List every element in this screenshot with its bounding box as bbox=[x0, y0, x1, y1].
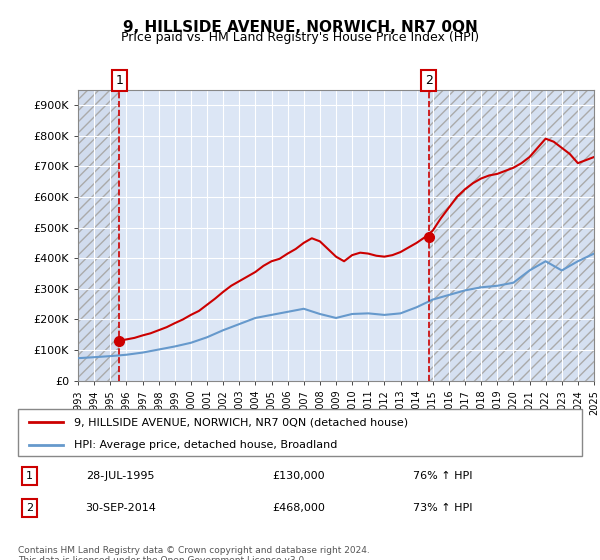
FancyBboxPatch shape bbox=[18, 409, 582, 456]
Text: 9, HILLSIDE AVENUE, NORWICH, NR7 0QN: 9, HILLSIDE AVENUE, NORWICH, NR7 0QN bbox=[122, 20, 478, 35]
Bar bbox=[429, 90, 594, 381]
Bar bbox=[78, 90, 119, 381]
Text: 2: 2 bbox=[26, 503, 33, 514]
Text: 28-JUL-1995: 28-JUL-1995 bbox=[86, 471, 154, 481]
Bar bbox=[429, 90, 594, 381]
Text: 30-SEP-2014: 30-SEP-2014 bbox=[86, 503, 157, 514]
Text: Price paid vs. HM Land Registry's House Price Index (HPI): Price paid vs. HM Land Registry's House … bbox=[121, 31, 479, 44]
Text: HPI: Average price, detached house, Broadland: HPI: Average price, detached house, Broa… bbox=[74, 440, 338, 450]
Text: 76% ↑ HPI: 76% ↑ HPI bbox=[413, 471, 472, 481]
Bar bbox=[78, 90, 119, 381]
Text: 1: 1 bbox=[26, 471, 33, 481]
Text: £130,000: £130,000 bbox=[272, 471, 325, 481]
Text: 1: 1 bbox=[116, 74, 124, 87]
Text: 9, HILLSIDE AVENUE, NORWICH, NR7 0QN (detached house): 9, HILLSIDE AVENUE, NORWICH, NR7 0QN (de… bbox=[74, 417, 409, 427]
Text: £468,000: £468,000 bbox=[272, 503, 325, 514]
Text: 2: 2 bbox=[425, 74, 433, 87]
Text: 73% ↑ HPI: 73% ↑ HPI bbox=[413, 503, 472, 514]
Text: Contains HM Land Registry data © Crown copyright and database right 2024.
This d: Contains HM Land Registry data © Crown c… bbox=[18, 546, 370, 560]
